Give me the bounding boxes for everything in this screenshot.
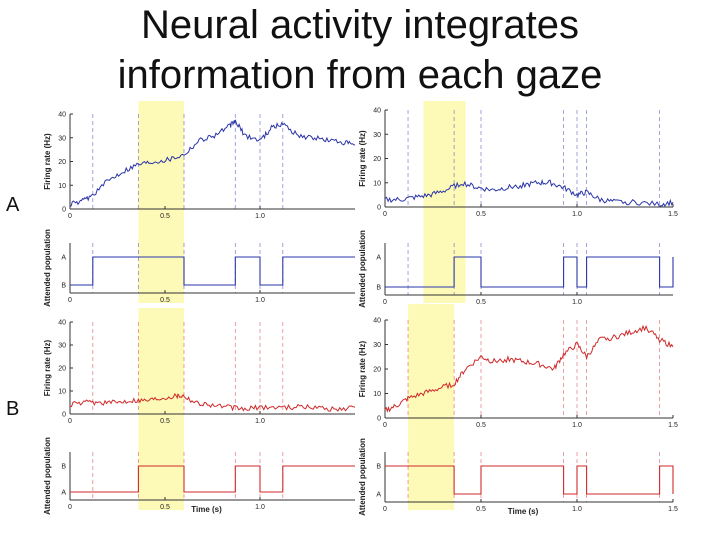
x-tick-label-B-left-pop-1: 0.5	[160, 504, 170, 511]
rate-trace-A-left-rate	[69, 119, 355, 207]
y-axis-label-A-right-pop: Attended population	[358, 230, 367, 308]
y-tick-label-B-left-rate-1: 10	[58, 389, 66, 396]
highlight-band-A-right	[423, 101, 466, 303]
y-tick-label-A-right-pop-0: A	[376, 255, 381, 262]
highlight-band-B-left	[138, 308, 184, 510]
x-tick-label-A-left-rate-2: 1.0	[255, 213, 265, 220]
y-tick-label-A-left-rate-3: 30	[58, 135, 66, 142]
y-axis-label-B-left-pop: Attended population	[43, 437, 52, 515]
rate-trace-B-right-rate	[384, 324, 674, 413]
x-tick-label-A-right-pop-0: 0	[383, 299, 387, 306]
population-step-B-right-pop	[385, 465, 674, 495]
x-tick-label-A-left-rate-1: 0.5	[160, 213, 170, 220]
y-tick-label-B-left-rate-3: 30	[58, 343, 66, 350]
x-tick-label-B-right-rate-0: 0	[383, 422, 387, 429]
y-tick-label-B-right-rate-3: 30	[373, 342, 381, 349]
y-tick-label-B-left-rate-2: 20	[58, 366, 66, 373]
y-tick-label-A-right-rate-1: 10	[373, 180, 381, 187]
y-tick-label-A-left-pop-1: B	[61, 283, 66, 290]
x-tick-label-B-right-rate-2: 1.0	[572, 422, 582, 429]
slide-title-line-1: Neural activity integrates	[141, 3, 579, 47]
x-tick-label-B-right-pop-0: 0	[383, 506, 387, 513]
y-axis-label-A-left-pop: Attended population	[43, 229, 52, 307]
x-tick-label-B-right-pop-3: 1.5	[668, 506, 678, 513]
population-step-A-right-pop	[385, 256, 674, 288]
y-tick-label-A-right-rate-4: 40	[373, 108, 381, 115]
x-tick-label-B-left-pop-2: 1.0	[255, 504, 265, 511]
row-label-b: B	[6, 398, 20, 420]
x-tick-label-A-right-rate-2: 1.0	[572, 211, 582, 218]
y-tick-label-A-right-pop-1: B	[376, 285, 381, 292]
x-tick-label-A-left-rate-0: 0	[68, 213, 72, 220]
y-tick-label-A-left-rate-4: 40	[58, 112, 66, 119]
x-tick-label-B-left-pop-0: 0	[68, 504, 72, 511]
x-tick-label-A-right-rate-3: 1.5	[668, 211, 678, 218]
y-axis-label-A-right-rate: Firing rate (Hz)	[358, 130, 367, 187]
x-axis-label-B-left-pop: Time (s)	[191, 505, 222, 514]
x-tick-label-B-left-rate-0: 0	[68, 418, 72, 425]
population-step-B-left-pop	[70, 465, 355, 493]
x-tick-label-A-left-pop-1: 0.5	[160, 297, 170, 304]
x-tick-label-B-left-rate-2: 1.0	[255, 418, 265, 425]
y-tick-label-B-right-rate-2: 20	[373, 367, 381, 374]
y-tick-label-B-right-rate-0: 0	[377, 416, 381, 423]
row-label-a: A	[6, 194, 20, 216]
population-step-A-left-pop	[70, 256, 355, 286]
y-tick-label-B-right-pop-0: B	[376, 464, 381, 471]
slide-title-line-2: information from each gaze	[117, 53, 603, 97]
y-axis-label-A-left-rate: Firing rate (Hz)	[43, 133, 52, 190]
y-tick-label-B-right-pop-1: A	[376, 492, 381, 499]
y-tick-label-B-left-pop-1: A	[61, 490, 66, 497]
y-axis-label-B-right-rate: Firing rate (Hz)	[358, 340, 367, 397]
x-tick-label-B-right-rate-3: 1.5	[668, 422, 678, 429]
highlight-band-A-left	[138, 101, 184, 303]
x-tick-label-A-right-rate-0: 0	[383, 211, 387, 218]
y-tick-label-B-right-rate-4: 40	[373, 318, 381, 325]
y-tick-label-B-left-rate-4: 40	[58, 320, 66, 327]
y-axis-label-B-right-pop: Attended population	[358, 438, 367, 516]
y-tick-label-A-left-rate-0: 0	[62, 207, 66, 214]
x-tick-label-B-right-rate-1: 0.5	[476, 422, 486, 429]
y-tick-label-B-left-pop-0: B	[61, 464, 66, 471]
y-axis-label-B-left-rate: Firing rate (Hz)	[43, 339, 52, 396]
x-tick-label-B-right-pop-1: 0.5	[476, 506, 486, 513]
rate-trace-A-right-rate	[384, 178, 674, 208]
x-tick-label-A-left-pop-0: 0	[68, 297, 72, 304]
x-tick-label-A-left-pop-2: 1.0	[255, 297, 265, 304]
x-tick-label-A-right-pop-1: 0.5	[476, 299, 486, 306]
y-tick-label-A-right-rate-3: 30	[373, 132, 381, 139]
y-tick-label-A-left-rate-1: 10	[58, 183, 66, 190]
x-tick-label-B-left-rate-1: 0.5	[160, 418, 170, 425]
x-tick-label-A-right-rate-1: 0.5	[476, 211, 486, 218]
x-tick-label-A-right-pop-2: 1.0	[572, 299, 582, 306]
y-tick-label-A-right-rate-0: 0	[377, 205, 381, 212]
y-tick-label-A-right-rate-2: 20	[373, 156, 381, 163]
y-tick-label-B-left-rate-0: 0	[62, 412, 66, 419]
x-axis-label-B-right-pop: Time (s)	[508, 507, 539, 516]
x-tick-label-B-right-pop-2: 1.0	[572, 506, 582, 513]
y-tick-label-B-right-rate-1: 10	[373, 391, 381, 398]
y-tick-label-A-left-pop-0: A	[61, 255, 66, 262]
y-tick-label-A-left-rate-2: 20	[58, 159, 66, 166]
highlight-band-B-right	[408, 304, 455, 510]
rate-trace-B-left-rate	[69, 392, 356, 412]
